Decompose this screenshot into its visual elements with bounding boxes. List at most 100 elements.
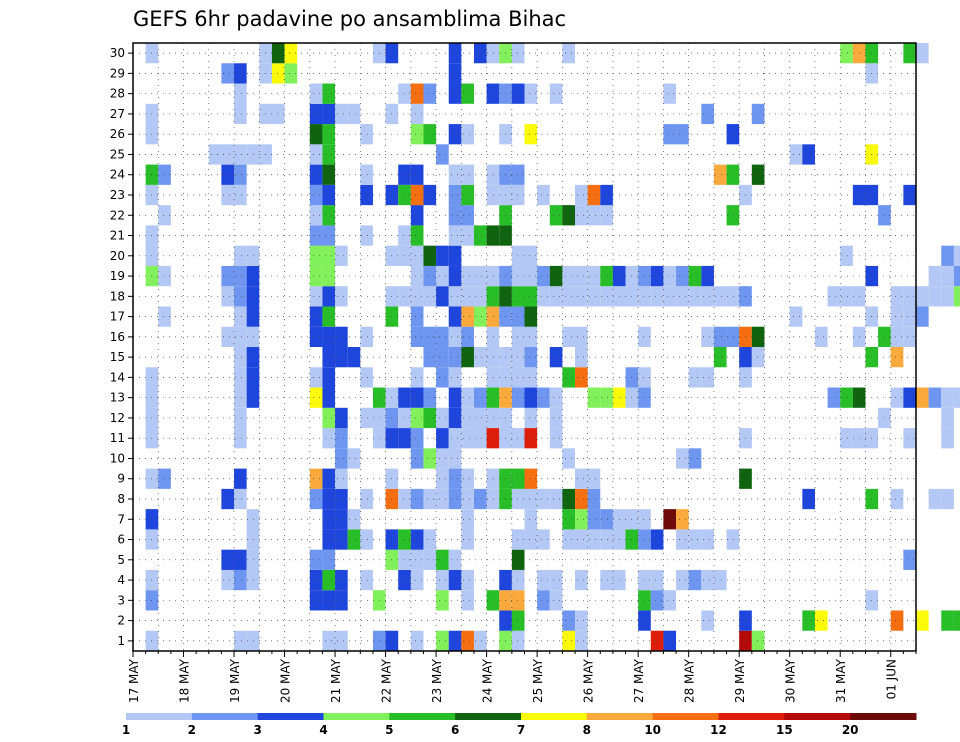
heatmap-cell xyxy=(701,529,714,550)
x-tick-label: 22 MAY xyxy=(380,658,394,703)
heatmap-cell xyxy=(486,387,500,408)
heatmap-cell xyxy=(575,326,588,347)
heatmap-cell xyxy=(903,184,916,206)
heatmap-cell xyxy=(309,83,323,104)
heatmap-cell xyxy=(562,529,576,550)
heatmap-cell xyxy=(410,387,424,408)
y-tick-label: 17 xyxy=(110,310,125,324)
heatmap-cell xyxy=(701,265,714,287)
heatmap-cell xyxy=(221,63,235,84)
heatmap-cell xyxy=(486,326,500,347)
y-tick-label: 3 xyxy=(117,593,125,607)
heatmap-cell xyxy=(903,326,916,347)
heatmap-cell xyxy=(713,286,727,307)
heatmap-cell xyxy=(246,509,260,530)
colorbar-label: 10 xyxy=(644,723,661,737)
heatmap-cell xyxy=(701,367,714,388)
heatmap-cell xyxy=(309,225,323,246)
heatmap-cell xyxy=(916,387,929,408)
y-tick-label: 27 xyxy=(110,107,125,121)
heatmap-cell xyxy=(676,124,689,145)
heatmap-cell xyxy=(688,529,702,550)
heatmap-cell xyxy=(587,468,601,489)
heatmap-cell xyxy=(436,549,449,570)
heatmap-cell xyxy=(246,265,260,287)
heatmap-cell xyxy=(234,144,247,165)
heatmap-cell xyxy=(840,43,853,64)
chart-title: GEFS 6hr padavine po ansamblima Bihac xyxy=(133,7,566,31)
heatmap-cell xyxy=(410,488,424,510)
colorbar-swatch xyxy=(718,713,785,720)
y-tick-label: 5 xyxy=(117,553,125,567)
heatmap-cell xyxy=(903,428,916,449)
heatmap-cell xyxy=(638,286,651,307)
heatmap-cell xyxy=(953,387,960,408)
heatmap-cell xyxy=(448,286,462,307)
heatmap-cell xyxy=(284,43,298,64)
heatmap-cell xyxy=(335,347,348,368)
heatmap-cell xyxy=(600,529,613,550)
heatmap-cell xyxy=(448,549,462,570)
heatmap-cell xyxy=(650,286,664,307)
heatmap-cell xyxy=(587,184,601,206)
heatmap-cell xyxy=(360,326,373,347)
heatmap-cell xyxy=(511,347,525,368)
heatmap-cell xyxy=(524,245,538,266)
heatmap-cell xyxy=(309,326,323,347)
heatmap-cell xyxy=(423,488,437,510)
x-tick-label: 23 MAY xyxy=(430,658,444,703)
heatmap-cell xyxy=(524,286,538,307)
heatmap-cell xyxy=(549,387,563,408)
heatmap-cell xyxy=(335,569,348,591)
colorbar-swatch xyxy=(850,713,917,720)
heatmap-cell xyxy=(322,529,336,550)
heatmap-cell xyxy=(562,630,576,651)
heatmap-cell xyxy=(436,488,449,510)
heatmap-cell xyxy=(701,326,714,347)
y-tick-label: 19 xyxy=(110,269,125,283)
heatmap-cell xyxy=(461,205,474,226)
heatmap-cell xyxy=(524,387,538,408)
heatmap-cell xyxy=(322,83,336,104)
heatmap-cell xyxy=(549,265,563,287)
heatmap-cell xyxy=(524,83,538,104)
heatmap-cell xyxy=(789,306,803,327)
heatmap-cell xyxy=(751,347,765,368)
heatmap-cell xyxy=(549,83,563,104)
y-tick-label: 2 xyxy=(117,614,125,628)
heatmap-cell xyxy=(448,265,462,287)
heatmap-cell xyxy=(158,164,171,185)
colorbar-label: 6 xyxy=(451,723,459,737)
heatmap-cell xyxy=(726,205,740,226)
y-tick-label: 10 xyxy=(110,451,125,465)
heatmap-cell xyxy=(309,569,323,591)
heatmap-cell xyxy=(448,184,462,206)
heatmap-cell xyxy=(575,610,588,631)
colorbar-swatch xyxy=(191,713,259,720)
heatmap-cell xyxy=(726,164,740,185)
heatmap-cell xyxy=(511,286,525,307)
y-tick-label: 11 xyxy=(110,431,125,445)
heatmap-cell xyxy=(638,367,651,388)
heatmap-cell xyxy=(878,326,891,347)
heatmap-cell xyxy=(410,83,424,104)
heatmap-cell xyxy=(410,529,424,550)
x-tick-label: 26 MAY xyxy=(582,658,596,703)
heatmap-cell xyxy=(271,103,285,125)
heatmap-cell xyxy=(347,509,361,530)
heatmap-cell xyxy=(436,367,449,388)
y-tick-label: 14 xyxy=(110,370,125,384)
heatmap-cell xyxy=(688,448,702,469)
heatmap-cell xyxy=(309,205,323,226)
heatmap-cell xyxy=(676,448,689,469)
heatmap-cell xyxy=(322,428,336,449)
heatmap-cell xyxy=(410,407,424,429)
heatmap-cell xyxy=(600,286,613,307)
y-tick-label: 4 xyxy=(117,573,125,587)
heatmap-cell xyxy=(549,347,563,368)
heatmap-cell xyxy=(309,184,323,206)
heatmap-cell xyxy=(461,286,474,307)
heatmap-cell xyxy=(688,569,702,591)
heatmap-cell xyxy=(448,164,462,185)
